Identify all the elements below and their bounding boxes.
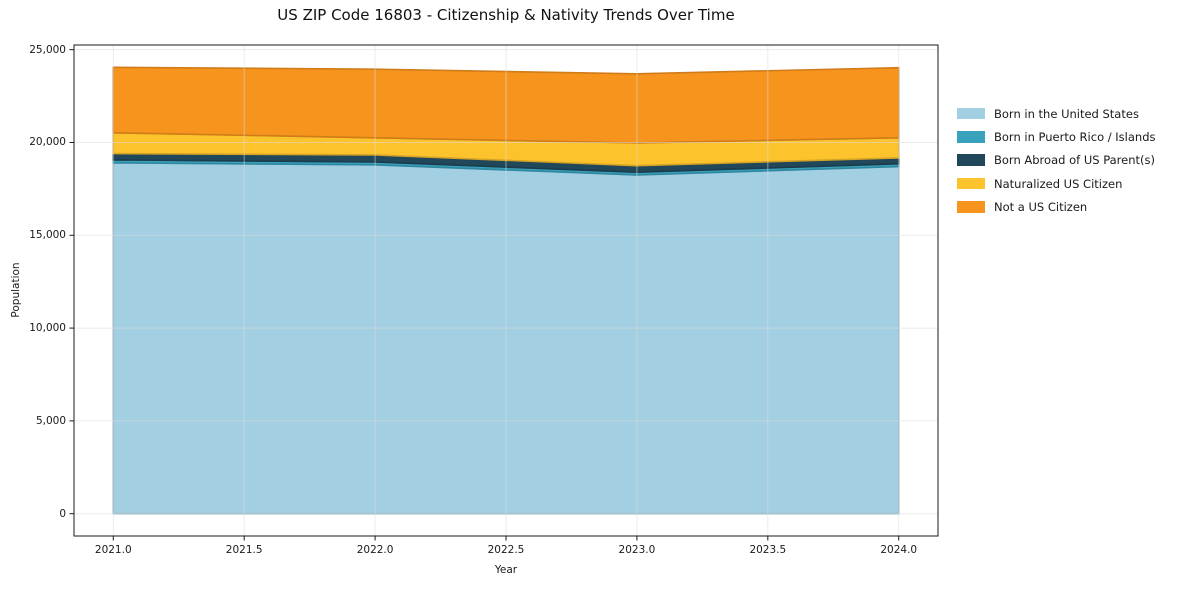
- legend-label: Naturalized US Citizen: [994, 176, 1123, 191]
- legend-item: Born in the United States: [957, 102, 1156, 125]
- y-tick-label: 0: [59, 507, 66, 520]
- y-tick-label: 10,000: [29, 322, 66, 335]
- y-tick-label: 20,000: [29, 136, 66, 149]
- legend-label: Not a US Citizen: [994, 199, 1088, 214]
- y-axis-label: Population: [10, 262, 22, 318]
- legend-item: Born in Puerto Rico / Islands: [957, 125, 1156, 148]
- legend-label: Born in Puerto Rico / Islands: [994, 129, 1156, 144]
- y-tick-label: 5,000: [35, 414, 66, 427]
- legend-swatch: [957, 201, 985, 213]
- legend-label: Born in the United States: [994, 106, 1139, 121]
- chart-title: US ZIP Code 16803 - Citizenship & Nativi…: [277, 6, 735, 24]
- x-tick-label: 2021.0: [94, 544, 132, 556]
- x-tick-label: 2022.5: [487, 544, 525, 556]
- legend-swatch: [957, 154, 985, 166]
- legend-swatch: [957, 131, 985, 143]
- legend-item: Born Abroad of US Parent(s): [957, 149, 1156, 172]
- x-tick-label: 2023.5: [749, 544, 787, 556]
- x-tick-label: 2024.0: [880, 544, 918, 556]
- legend-label: Born Abroad of US Parent(s): [994, 153, 1155, 168]
- x-tick-label: 2022.0: [356, 544, 394, 556]
- x-tick-label: 2023.0: [618, 544, 656, 556]
- y-tick-label: 25,000: [29, 43, 66, 56]
- y-tick-label: 15,000: [29, 229, 66, 242]
- x-tick-label: 2021.5: [225, 544, 263, 556]
- legend-swatch: [957, 177, 985, 190]
- x-axis-label: Year: [494, 564, 518, 576]
- legend-item: Not a US Citizen: [957, 195, 1156, 218]
- legend-swatch: [957, 107, 985, 120]
- chart-legend: Born in the United States Born in Puerto …: [957, 102, 1156, 218]
- legend-item: Naturalized US Citizen: [957, 172, 1156, 195]
